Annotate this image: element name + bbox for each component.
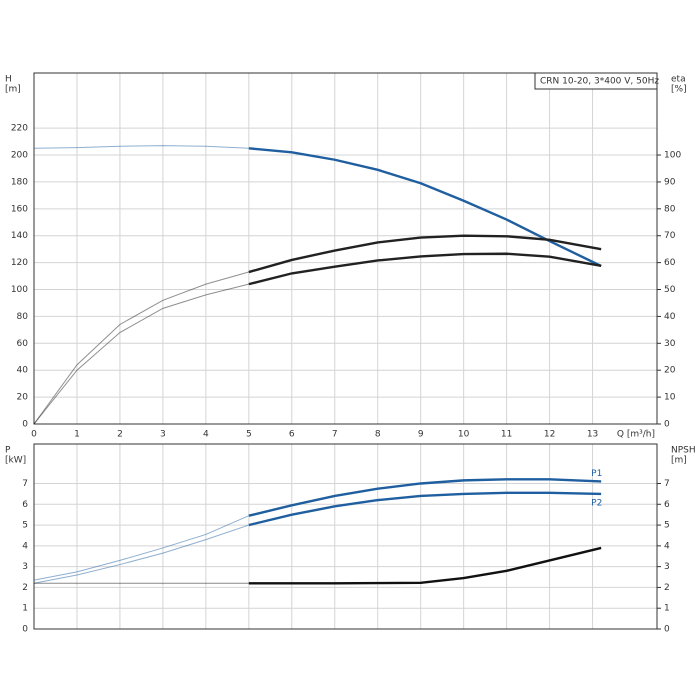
y2-tick-label: 4 — [664, 541, 670, 551]
x-tick-label: 12 — [544, 430, 555, 440]
y2-axis-label: NPSH — [671, 446, 696, 456]
curve-duty — [248, 478, 602, 517]
x-tick-label: 1 — [74, 430, 80, 440]
y2-axis-label: [%] — [671, 85, 687, 95]
y-tick-label: 60 — [17, 339, 29, 349]
y-tick-label: 100 — [11, 285, 28, 295]
curve-duty — [248, 546, 602, 585]
x-tick-label: 13 — [587, 430, 598, 440]
x-tick-label: 11 — [501, 430, 512, 440]
y2-tick-label: 3 — [664, 562, 670, 572]
y2-tick-label: 10 — [664, 393, 676, 403]
curve-label: P2 — [591, 498, 602, 508]
y-tick-label: 80 — [17, 312, 29, 322]
y-tick-label: 20 — [17, 393, 29, 403]
y2-axis-label: [m] — [671, 456, 687, 466]
y-tick-label: 0 — [22, 420, 28, 430]
y2-tick-label: 70 — [664, 231, 676, 241]
y-axis-label: H — [5, 75, 12, 85]
y-tick-label: 4 — [22, 541, 28, 551]
y-axis-label: P — [5, 446, 11, 456]
y2-tick-label: 2 — [664, 583, 670, 593]
y2-tick-label: 50 — [664, 285, 676, 295]
y2-axis-label: eta — [671, 75, 686, 85]
y2-tick-label: 7 — [664, 479, 670, 489]
y2-tick-label: 20 — [664, 366, 676, 376]
curve — [33, 283, 249, 425]
x-tick-label: 6 — [289, 430, 295, 440]
annotation-box — [534, 72, 658, 90]
curve — [33, 524, 249, 584]
plot-frame — [33, 72, 658, 425]
y-tick-label: 200 — [11, 151, 28, 161]
y-tick-label: 160 — [11, 204, 28, 214]
y-tick-label: 6 — [22, 500, 28, 510]
curve-label: P1 — [591, 469, 602, 479]
y-tick-label: 5 — [22, 521, 28, 531]
x-tick-label: 4 — [203, 430, 209, 440]
y2-tick-label: 60 — [664, 258, 676, 268]
y-tick-label: 0 — [22, 625, 28, 635]
curve — [33, 145, 249, 149]
y2-tick-label: 1 — [664, 604, 670, 614]
x-tick-label: 0 — [31, 430, 37, 440]
y2-tick-label: 6 — [664, 500, 670, 510]
y-tick-label: 140 — [11, 231, 28, 241]
y-tick-label: 3 — [22, 562, 28, 572]
y2-tick-label: 80 — [664, 204, 676, 214]
y-tick-label: 7 — [22, 479, 28, 489]
y2-tick-label: 0 — [664, 625, 670, 635]
y2-tick-label: 90 — [664, 177, 676, 187]
curve-duty — [248, 491, 602, 527]
x-tick-label: 9 — [418, 430, 424, 440]
curve — [33, 515, 250, 581]
x-tick-label: 7 — [332, 430, 338, 440]
y2-tick-label: 0 — [664, 420, 670, 430]
x-tick-label: 8 — [375, 430, 381, 440]
y-axis-label: [m] — [5, 85, 21, 95]
annotation: CRN 10-20, 3*400 V, 50Hz — [540, 77, 659, 87]
curve — [33, 271, 249, 425]
y-axis-label: [kW] — [5, 456, 26, 466]
plot-frame — [33, 443, 658, 630]
curve-duty — [248, 234, 602, 274]
y2-tick-label: 40 — [664, 312, 676, 322]
curve-duty — [248, 147, 602, 268]
y-tick-label: 220 — [11, 124, 28, 134]
y-tick-label: 180 — [11, 177, 28, 187]
y2-tick-label: 5 — [664, 521, 670, 531]
y2-tick-label: 100 — [664, 151, 681, 161]
x-tick-label: 3 — [160, 430, 166, 440]
x-tick-label: 5 — [246, 430, 252, 440]
y-tick-label: 40 — [17, 366, 29, 376]
x-tick-label: 10 — [458, 430, 470, 440]
y-tick-label: 120 — [11, 258, 28, 268]
y-tick-label: 1 — [22, 604, 28, 614]
y-tick-label: 2 — [22, 583, 28, 593]
x-axis-label: Q [m³/h] — [617, 430, 655, 440]
x-tick-label: 2 — [117, 430, 123, 440]
curve-duty — [248, 252, 602, 286]
y2-tick-label: 30 — [664, 339, 676, 349]
